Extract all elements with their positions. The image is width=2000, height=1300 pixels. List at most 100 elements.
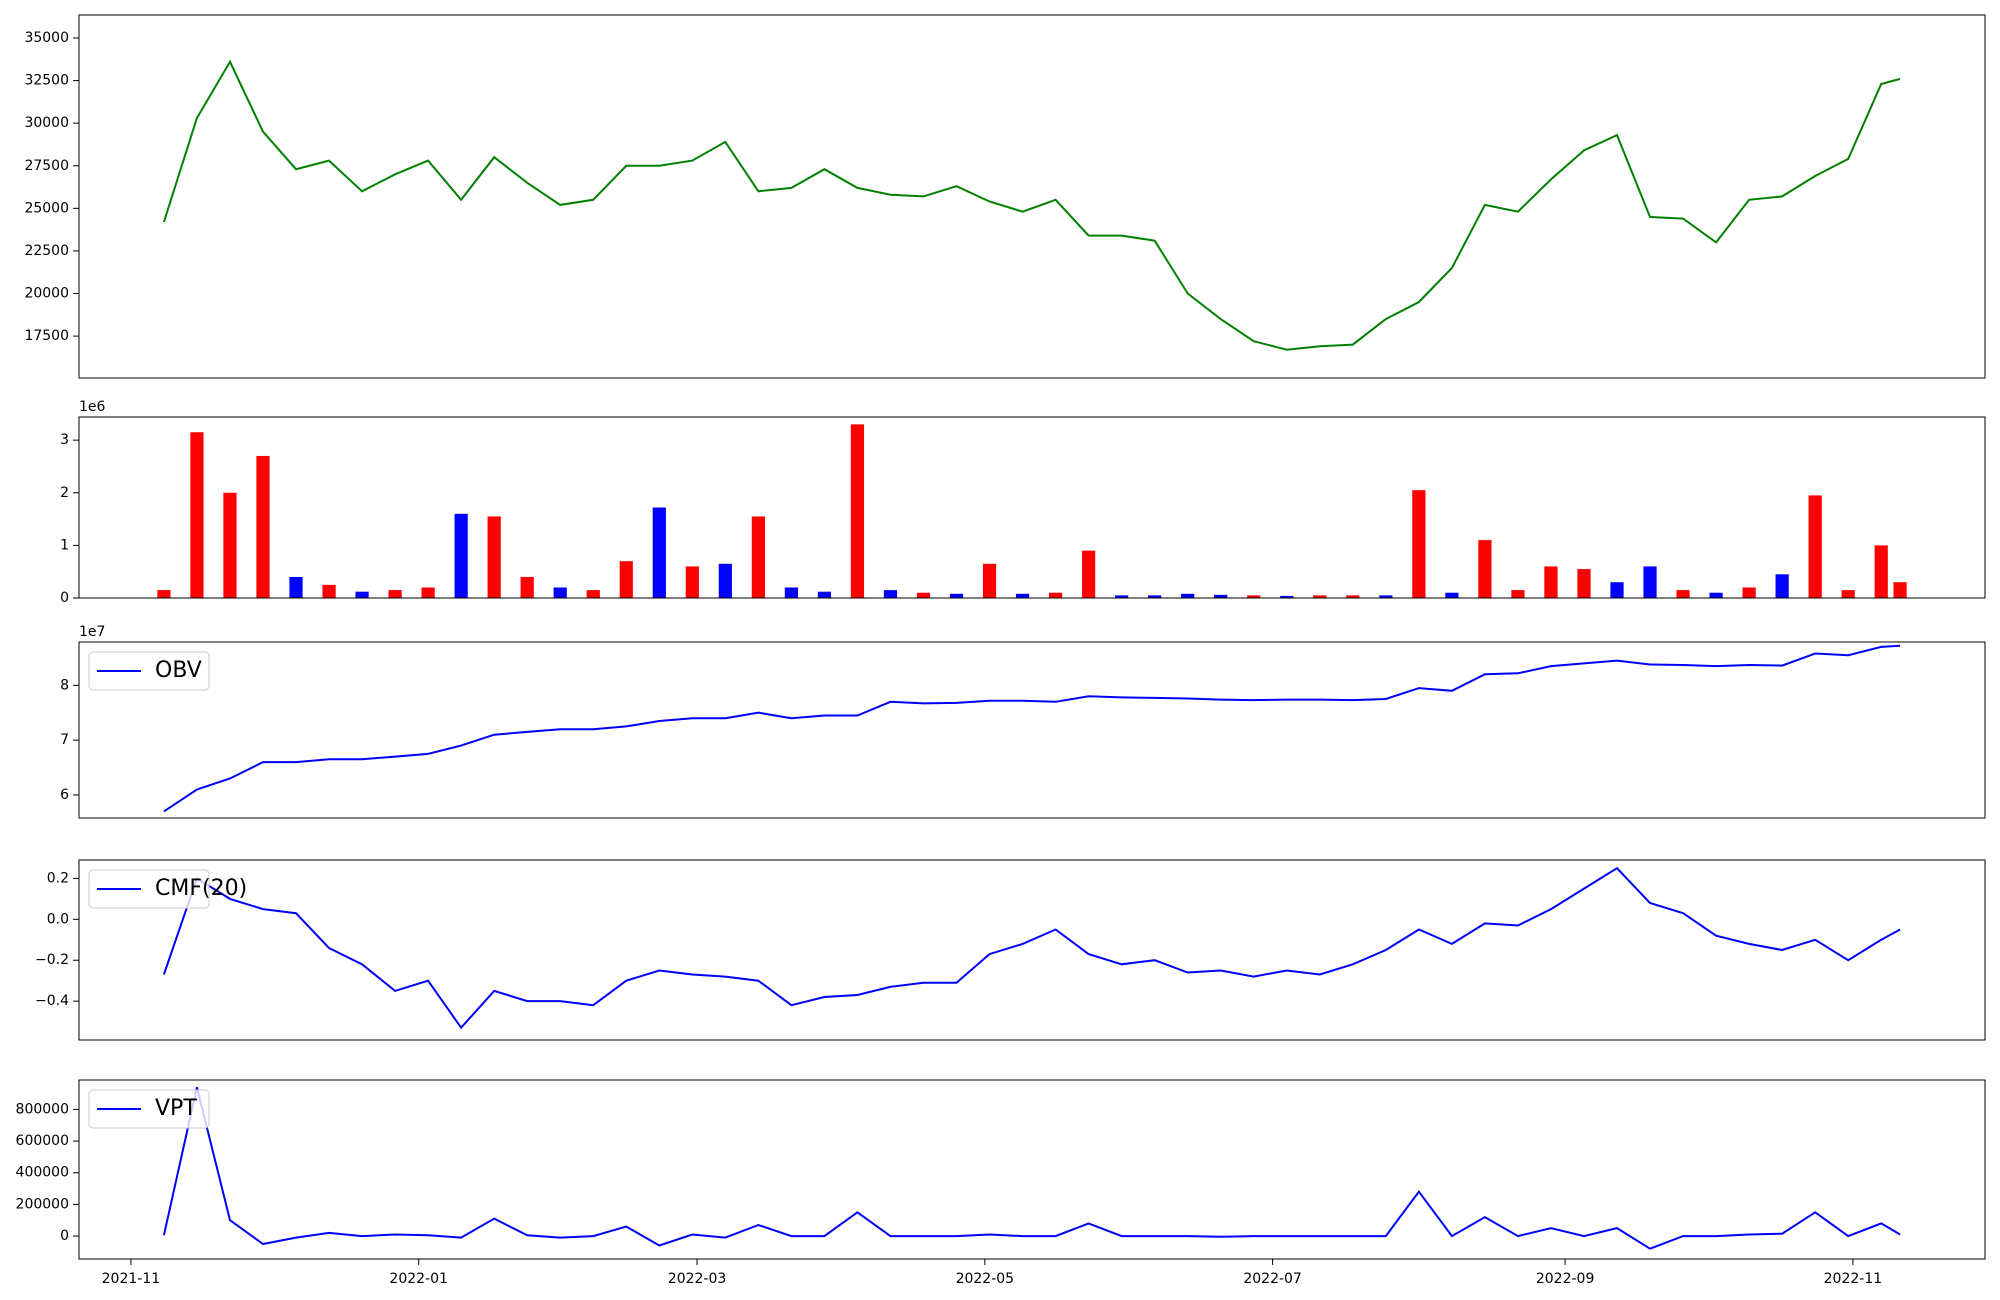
volume-bar [1082,550,1096,598]
volume-bar [355,591,369,598]
panel-frame [78,641,1986,819]
y-tick-label: 7 [60,732,69,748]
volume-bar [289,576,303,598]
volume-bar [1181,593,1195,598]
legend-box [88,651,210,691]
volume-bar [1808,495,1822,598]
volume-bar [1313,595,1327,598]
y-tick-label: 35000 [24,30,69,46]
y-tick-label: 2 [60,485,69,501]
x-tick-label: 2022-01 [389,1271,448,1287]
x-tick-label: 2022-11 [1824,1271,1883,1287]
y-tick-label: 6 [60,787,69,803]
volume-bar [1775,574,1789,598]
volume-bar [190,432,204,598]
y-tick-label: 0.0 [47,911,69,927]
y-tick-label: 3 [60,432,69,448]
volume-bar [1610,582,1624,598]
volume-bar [982,563,997,598]
legend-box [88,869,210,909]
volume-bar [157,590,171,598]
y-tick-label: 600000 [16,1133,69,1149]
y-tick-label: 27500 [24,158,69,174]
y-tick-label: 0.2 [47,870,69,886]
y-tick-label: 0 [60,1228,69,1244]
volume-bar [784,587,798,598]
volume-bar [256,455,270,598]
volume-bar [223,492,237,598]
y-tick-label: −0.2 [35,952,69,968]
volume-bar [1247,595,1261,598]
volume-bar [1214,594,1228,598]
price-line [162,59,1901,351]
y-tick-label: 800000 [16,1101,69,1117]
volume-bar [1346,595,1360,598]
axis-offset: 1e7 [79,624,105,640]
panel-frame [78,859,1986,1041]
volume-bar [1379,595,1393,598]
volume-bar [1742,587,1756,598]
y-tick-label: 8 [60,677,69,693]
volume-bar [1412,490,1426,598]
indicator-line [162,866,1901,1030]
legend-box [88,1089,210,1129]
y-tick-label: 400000 [16,1165,69,1181]
y-tick-label: −0.4 [35,993,69,1009]
volume-bar [487,516,501,598]
x-tick-label: 2022-09 [1536,1271,1595,1287]
volume-bar [817,591,832,598]
volume-bar [1893,582,1907,598]
indicator-line [162,1087,1901,1250]
volume-bar [1643,566,1657,598]
y-tick-label: 22500 [24,243,69,259]
volume-bar [883,590,898,598]
volume-bar [1676,590,1690,598]
y-tick-label: 0 [60,590,69,606]
legend-label: VPT [155,1096,197,1121]
volume-bar [850,424,865,598]
x-tick-label: 2021-11 [102,1271,161,1287]
volume-bar [1874,545,1888,598]
panel-frame [78,1079,1986,1260]
x-tick-label: 2022-03 [668,1271,727,1287]
legend-label: OBV [155,658,202,683]
volume-bar [916,592,931,598]
volume-bar [322,584,336,598]
volume-bar [421,587,435,598]
panel-frame [78,416,1986,599]
volume-bar [652,507,666,598]
volume-bar [1015,593,1030,598]
volume-bar [1148,595,1162,598]
y-tick-label: 1 [60,537,69,553]
volume-bar [454,513,468,598]
legend-label: CMF(20) [155,876,247,901]
y-tick-label: 200000 [16,1196,69,1212]
y-tick-label: 17500 [24,328,69,344]
y-tick-label: 25000 [24,200,69,216]
volume-bar [685,566,699,598]
y-tick-label: 32500 [24,73,69,89]
volume-bar [1478,540,1492,598]
volume-bar [388,590,402,598]
x-tick-label: 2022-05 [956,1271,1015,1287]
volume-bar [619,561,633,598]
volume-bar [949,593,964,598]
x-tick-label: 2022-07 [1243,1271,1302,1287]
y-tick-label: 20000 [24,286,69,302]
volume-bar [718,563,732,598]
volume-bar [751,516,765,598]
volume-bar [520,576,534,598]
axis-offset: 1e6 [79,399,106,415]
panel-frame [78,14,1986,379]
volume-bar [1544,566,1558,598]
volume-bar [1511,590,1525,598]
volume-bar [1445,592,1459,598]
volume-bar [1709,592,1723,598]
y-tick-label: 30000 [24,115,69,131]
indicator-line [163,644,1901,813]
volume-bar [1841,590,1855,598]
volume-bar [553,587,567,598]
volume-bar [1577,569,1591,598]
volume-bar [1280,595,1294,598]
